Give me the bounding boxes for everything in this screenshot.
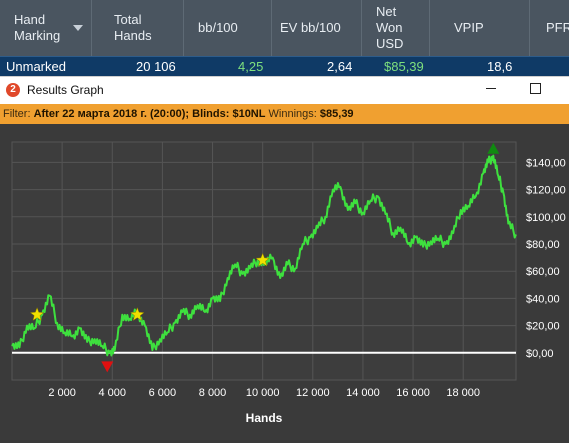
filter-text: After 22 марта 2018 г. (20:00); Blinds: … [33, 108, 266, 120]
column-header-label: Marking [14, 28, 61, 43]
x-tick-label: 10 000 [246, 387, 280, 399]
x-tick-label: 18 000 [446, 387, 480, 399]
winnings-label: Winnings: [265, 108, 320, 120]
window-title-bar[interactable]: 2 Results Graph [0, 76, 569, 104]
column-header-label: bb/100 [198, 20, 238, 35]
column-header-label: Hand [14, 12, 46, 27]
column-header-hand-marking[interactable]: Hand Marking [0, 0, 92, 56]
y-tick-label: $80,00 [526, 239, 560, 251]
column-header-label: PFR [546, 20, 569, 35]
cell-vpip: 18,6 [487, 59, 513, 74]
filter-prefix: Filter: [3, 108, 34, 120]
star-marker-icon [255, 252, 270, 267]
y-tick-label: $100,00 [526, 212, 566, 224]
column-header-label: USD [376, 36, 404, 51]
x-tick-label: 2 000 [48, 387, 76, 399]
cell-net-won: $85,39 [384, 59, 424, 74]
y-tick-label: $120,00 [526, 185, 566, 197]
column-header-pfr[interactable]: PFR [530, 0, 569, 56]
x-tick-label: 8 000 [199, 387, 227, 399]
results-graph: $0,00 $20,00 $40,00 $60,00 $80,00 $100,00 $120… [0, 124, 569, 438]
y-tick-label: $60,00 [526, 266, 560, 278]
y-tick-label: $0,00 [526, 348, 554, 360]
column-header-label: Hands [114, 28, 152, 43]
y-axis-ticks: $0,00 $20,00 $40,00 $60,00 $80,00 $100,00 $120… [526, 157, 566, 359]
down-triangle-marker-icon [101, 361, 114, 373]
column-header-label: Net [376, 4, 397, 19]
y-tick-label: $40,00 [526, 293, 560, 305]
winnings-value: $85,39 [319, 108, 354, 120]
star-marker-icon [29, 306, 45, 321]
window-title: Results Graph [27, 83, 104, 97]
star-marker-icon [130, 306, 145, 321]
cell-hand-marking: Unmarked [6, 59, 66, 74]
y-tick-label: $20,00 [526, 321, 560, 333]
results-chart-svg: $0,00 $20,00 $40,00 $60,00 $80,00 $100,00 $120… [11, 141, 566, 425]
cell-ev-bb100: 2,64 [327, 59, 353, 74]
app-logo-icon: 2 [6, 83, 20, 97]
stats-table-header: Hand Marking Total Hands bb/100 EV bb/100 … [0, 0, 569, 56]
table-row[interactable]: Unmarked 20 106 4,25 2,64 $85,39 18,6 [0, 56, 569, 76]
maximize-icon[interactable] [530, 83, 541, 94]
x-axis-ticks: 2 000 4 000 6 000 8 000 10 000 12 000 14 000 16… [48, 387, 480, 399]
annotation-markers [29, 142, 500, 373]
column-header-vpip[interactable]: VPIP [430, 0, 530, 56]
filter-bar: Filter: After 22 марта 2018 г. (20:00); … [0, 104, 569, 124]
column-header-ev-bb100[interactable]: EV bb/100 [272, 0, 362, 56]
x-tick-label: 4 000 [99, 387, 127, 399]
column-header-bb100[interactable]: bb/100 [184, 0, 272, 56]
minimize-icon[interactable] [486, 88, 496, 89]
column-header-label: Won [376, 20, 403, 35]
sort-arrow-icon[interactable] [73, 25, 83, 31]
column-header-label: EV bb/100 [280, 20, 341, 35]
column-header-label: Total [114, 12, 142, 27]
x-tick-label: 6 000 [149, 387, 177, 399]
column-header-total-hands[interactable]: Total Hands [92, 0, 184, 56]
column-header-label: VPIP [454, 20, 484, 35]
x-tick-label: 14 000 [346, 387, 380, 399]
y-tick-label: $140,00 [526, 157, 566, 169]
winnings-series-line [11, 154, 517, 357]
up-triangle-marker-icon [487, 142, 500, 154]
column-header-net-won[interactable]: Net Won USD [362, 0, 430, 56]
x-tick-label: 12 000 [296, 387, 330, 399]
x-tick-label: 16 000 [396, 387, 430, 399]
x-axis-label: Hands [246, 411, 283, 425]
cell-bb100: 4,25 [238, 59, 264, 74]
cell-total-hands: 20 106 [136, 59, 176, 74]
